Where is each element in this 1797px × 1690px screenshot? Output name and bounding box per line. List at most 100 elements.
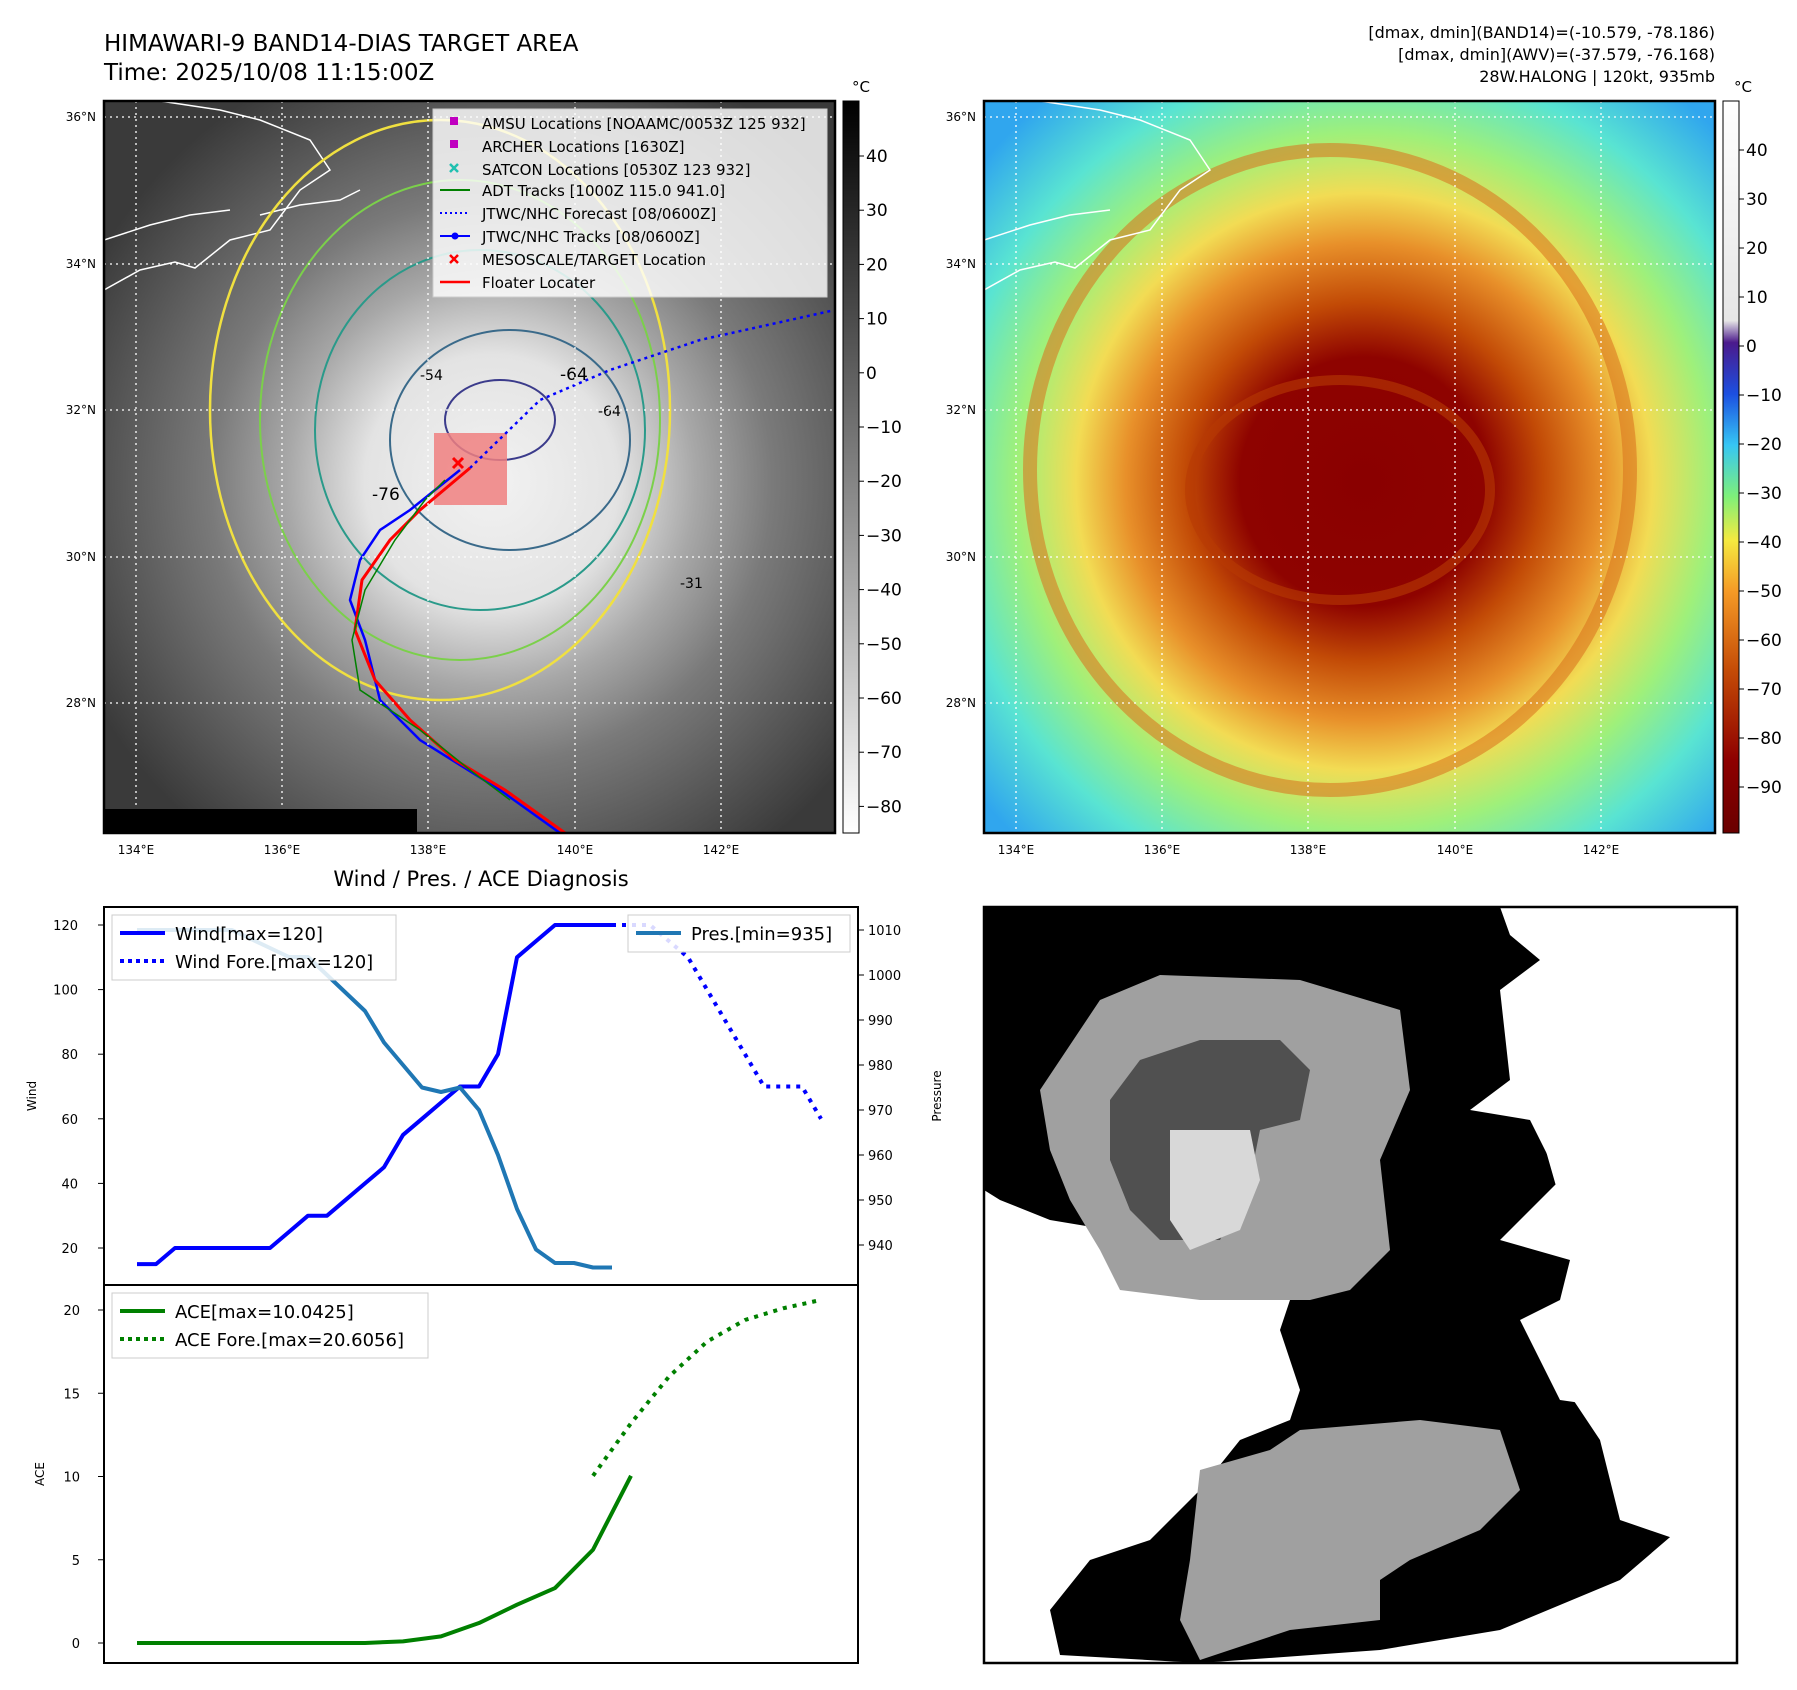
- pres-tick-label: 990: [868, 1014, 893, 1029]
- ace-legend-label: ACE[max=10.0425]: [175, 1302, 354, 1323]
- lat-label: 30°N: [946, 550, 976, 564]
- colorbar-tick-label: −80: [1746, 729, 1782, 749]
- lon-gridlines: [1015, 101, 1602, 833]
- ace-tick-label: 10: [63, 1471, 80, 1486]
- legend-archer-marker: [450, 140, 458, 148]
- colorbar-tick-label: 20: [1746, 239, 1768, 259]
- lat-label: 34°N: [946, 257, 976, 271]
- colorbar-tick-label: 40: [1746, 141, 1768, 161]
- lon-label: 142°E: [1583, 843, 1620, 857]
- lon-label: 136°E: [1144, 843, 1181, 857]
- wmg-light-center: [1170, 1130, 1260, 1250]
- left-colorbar-unit: °C: [852, 78, 870, 96]
- lon-label: 136°E: [264, 843, 301, 857]
- left-map-frame: [102, 99, 837, 835]
- contour-label-64: -64: [560, 365, 588, 385]
- colorbar-tick-label: 30: [866, 201, 888, 221]
- pressure-series: [137, 928, 612, 1270]
- lat-label: 34°N: [66, 257, 96, 271]
- contour-label-54: -54: [420, 368, 443, 384]
- lon-label: 134°E: [998, 843, 1035, 857]
- wmg-lower-gray-region: [1180, 1420, 1520, 1660]
- adt-track: [351, 479, 511, 801]
- wind-forecast-series: [612, 923, 823, 1120]
- right-colorbar-ticks: 40 30 20 10 0 −10 −20 −30 −40 −50 −60 −70 −80 −90: [1739, 141, 1782, 798]
- info-awv: [dmax, dmin](AWV)=(-37.579, -76.168): [1398, 45, 1715, 64]
- figure-time: Time: 2025/10/08 11:15:00Z: [103, 60, 434, 86]
- colorbar-tick-label: −70: [1746, 680, 1782, 700]
- colorbar-tick-label: 10: [866, 310, 888, 330]
- left-colorbar-ticks: 40 30 20 10 0 −10 −20 −30 −40 −50 −60 −70 −80: [859, 147, 902, 817]
- contour-label-31: -31: [680, 576, 703, 592]
- floater-track: [353, 466, 566, 833]
- colorbar-tick-label: 20: [866, 255, 888, 275]
- legend-target-marker: [449, 254, 459, 264]
- map-axis-labels: 36°N 36°N 34°N 34°N 32°N 32°N 30°N 30°N 28°N 28°N…: [66, 110, 1620, 857]
- lat-label: 36°N: [66, 110, 96, 124]
- ace-tick-label: 20: [63, 1304, 80, 1319]
- wmg-label: WMG Count: 0: [1003, 926, 1156, 948]
- colorbar-tick-label: −60: [866, 689, 902, 709]
- lat-label: 30°N: [66, 550, 96, 564]
- wind-series: [137, 923, 612, 1267]
- figure-title: HIMAWARI-9 BAND14-DIAS TARGET AREA: [104, 31, 579, 57]
- wind-tick-label: 40: [61, 1177, 78, 1192]
- pres-tick-label: 970: [868, 1104, 893, 1119]
- ace-axes: [103, 1284, 859, 1664]
- colorbar-tick-label: 40: [866, 147, 888, 167]
- legend-target: MESOSCALE/TARGET Location: [482, 251, 706, 269]
- ace-series: [137, 1474, 633, 1645]
- lat-label: 28°N: [946, 696, 976, 710]
- right-map-panel: °C 40 30 20 10 0 −10 −20 −30 −40 −50 −60 −70 −80 −90: [982, 78, 1782, 835]
- legend-amsu: AMSU Locations [NOAAMC/0053Z 125 932]: [482, 115, 806, 133]
- wind-tick-label: 20: [61, 1242, 78, 1257]
- legend-tracks-dot: [451, 232, 459, 240]
- legend-forecast: JTWC/NHC Forecast [08/0600Z]: [481, 205, 716, 223]
- wmg-label-box: [996, 920, 1175, 952]
- pres-tick-label: 1010: [868, 924, 901, 939]
- wind-axis-label: Wind: [25, 1081, 39, 1111]
- lat-label: 32°N: [946, 403, 976, 417]
- ace-axis-label: ACE: [33, 1462, 47, 1486]
- ace-tick-label: 5: [72, 1554, 80, 1569]
- right-colorbar: [1722, 100, 1740, 834]
- pres-legend-label: Pres.[min=935]: [691, 924, 832, 945]
- colorbar-tick-label: −10: [866, 418, 902, 438]
- ace-forecast-series: [591, 1297, 822, 1477]
- right-map-frame: [982, 99, 1717, 835]
- pres-tick-label: 950: [868, 1194, 893, 1209]
- wmg-white-region: [1510, 960, 1737, 1560]
- legend-archer: ARCHER Locations [1630Z]: [482, 138, 685, 156]
- info-storm: 28W.HALONG | 120kt, 935mb: [1479, 67, 1715, 86]
- colorbar-tick-label: −40: [866, 581, 902, 601]
- legend-satcon: SATCON Locations [0530Z 123 932]: [482, 161, 750, 179]
- ace-tick-label: 0: [72, 1637, 80, 1652]
- legend-tracks: JTWC/NHC Tracks [08/0600Z]: [481, 228, 700, 246]
- colorbar-tick-label: −70: [866, 743, 902, 763]
- wind-tick-label: 80: [61, 1048, 78, 1063]
- lat-gridlines: [104, 116, 835, 704]
- legend-amsu-marker: [450, 117, 458, 125]
- lat-label: 32°N: [66, 403, 96, 417]
- lon-label: 140°E: [1437, 843, 1474, 857]
- wind-tick-label: 60: [61, 1113, 78, 1128]
- ace-tick-label: 15: [63, 1387, 80, 1402]
- pres-tick-label: 980: [868, 1059, 893, 1074]
- colorbar-tick-label: −20: [866, 472, 902, 492]
- contour-label-64b: -64: [598, 404, 621, 420]
- inner-band: [1185, 375, 1495, 605]
- left-map-panel: -76 -64 -64 -54 -31 AMSU Locations [NOAA…: [102, 78, 902, 835]
- colorbar-tick-label: −50: [866, 635, 902, 655]
- colorbar-tick-label: −10: [1746, 386, 1782, 406]
- colorbar-tick-label: −30: [1746, 484, 1782, 504]
- legend-satcon-marker: [449, 163, 459, 173]
- diagnosis-title: Wind / Pres. / ACE Diagnosis: [333, 867, 628, 891]
- pressure-axis-label: Pressure: [930, 1070, 944, 1121]
- legend-floater: Floater Locater: [482, 274, 596, 292]
- colorbar-tick-label: −90: [1746, 778, 1782, 798]
- left-colorbar: [842, 100, 860, 834]
- diagnosis-ticks: 2040608010012094095096097098099010001010…: [53, 919, 901, 1652]
- colorbar-tick-label: −40: [1746, 533, 1782, 553]
- left-map-legend: [432, 108, 828, 298]
